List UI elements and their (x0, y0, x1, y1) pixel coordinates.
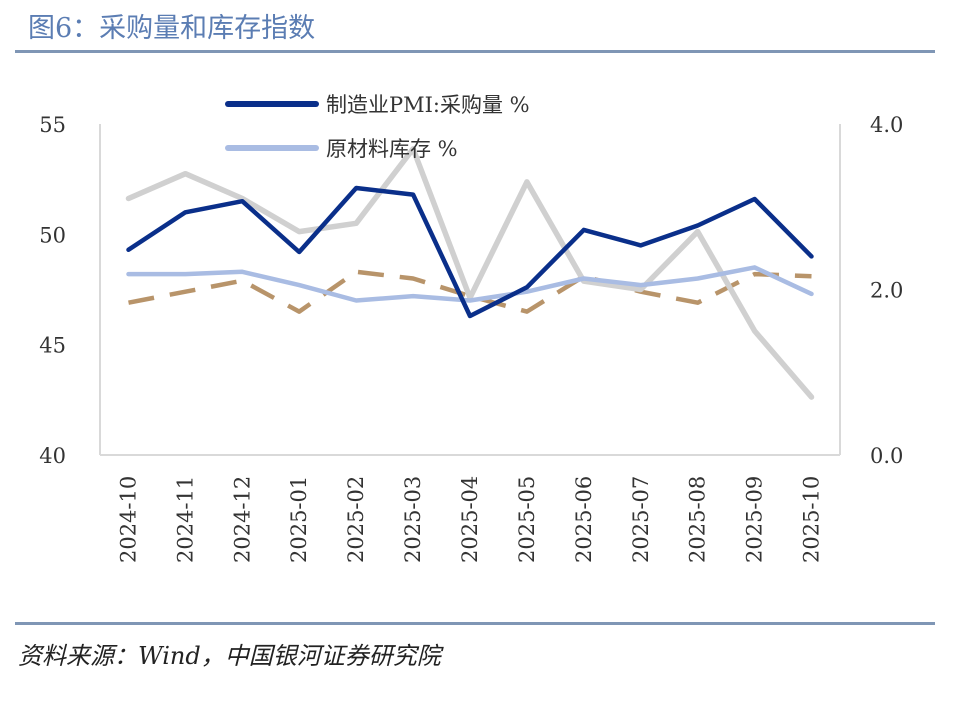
series-line-0 (126, 185, 814, 319)
y-left-tick-label: 40 (39, 444, 66, 468)
y-right-tick-label: 4.0 (870, 113, 903, 137)
y-left-tick-label: 45 (39, 334, 66, 358)
legend-label: 原材料库存 % (326, 137, 458, 161)
x-tick-label: 2025-05 (515, 476, 539, 563)
x-tick-label: 2024-12 (230, 476, 254, 563)
y-left-tick-label: 55 (39, 113, 66, 137)
x-tick-label: 2025-02 (344, 476, 368, 563)
x-tick-label: 2025-07 (629, 476, 653, 563)
x-tick-label: 2025-04 (458, 476, 482, 563)
x-tick-label: 2024-10 (116, 476, 140, 563)
chart-title: 图6：采购量和库存指数 (28, 13, 316, 44)
x-tick-label: 2025-01 (287, 476, 311, 563)
x-tick-label: 2025-03 (401, 476, 425, 563)
source-note: 资料来源：Wind，中国银河证券研究院 (18, 642, 441, 670)
y-right-tick-label: 2.0 (870, 279, 903, 303)
y-right-tick-label: 0.0 (870, 444, 903, 468)
bottom-divider (15, 622, 935, 625)
y-left-tick-label: 50 (39, 223, 66, 247)
x-tick-label: 2025-10 (800, 476, 824, 563)
x-tick-label: 2024-11 (173, 476, 197, 563)
series-line-2 (128, 269, 812, 314)
series-line-1 (126, 265, 814, 303)
x-tick-label: 2025-06 (572, 476, 596, 563)
x-tick-label: 2025-08 (686, 476, 710, 563)
series-line-3 (125, 146, 815, 400)
x-tick-label: 2025-09 (743, 476, 767, 563)
legend-label: 制造业PMI:采购量 % (326, 93, 530, 117)
top-divider (15, 50, 935, 53)
chart-svg: 55 50 45 40 4.0 2.0 0.0 2024-10 2024-11 2024-12 20… (39, 93, 903, 563)
